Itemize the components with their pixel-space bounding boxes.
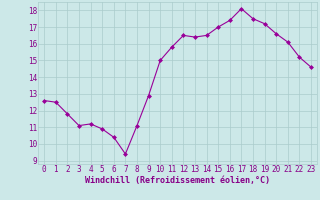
X-axis label: Windchill (Refroidissement éolien,°C): Windchill (Refroidissement éolien,°C): [85, 176, 270, 185]
